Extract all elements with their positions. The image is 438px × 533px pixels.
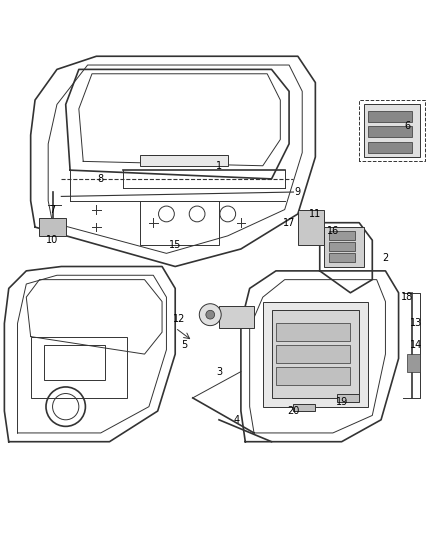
Text: 1: 1 bbox=[216, 161, 222, 171]
Text: 2: 2 bbox=[382, 253, 389, 263]
Bar bbox=[276, 324, 350, 341]
Bar bbox=[298, 209, 324, 245]
Text: 17: 17 bbox=[283, 217, 295, 228]
Text: 10: 10 bbox=[46, 235, 59, 245]
Bar bbox=[324, 227, 364, 266]
Text: 8: 8 bbox=[98, 174, 104, 184]
Text: 11: 11 bbox=[309, 209, 321, 219]
Bar bbox=[368, 142, 412, 152]
Bar bbox=[263, 302, 368, 407]
Text: 19: 19 bbox=[336, 397, 348, 407]
Text: 18: 18 bbox=[401, 292, 413, 302]
Text: 16: 16 bbox=[327, 227, 339, 237]
Bar bbox=[31, 336, 127, 398]
Bar bbox=[39, 219, 66, 236]
Text: 13: 13 bbox=[410, 318, 422, 328]
Text: 4: 4 bbox=[233, 415, 240, 425]
Bar bbox=[276, 367, 350, 385]
Text: 6: 6 bbox=[404, 122, 410, 131]
Bar bbox=[407, 354, 420, 372]
Bar bbox=[328, 243, 355, 251]
Bar bbox=[140, 201, 219, 245]
Bar bbox=[328, 231, 355, 240]
Text: 3: 3 bbox=[216, 367, 222, 377]
Bar bbox=[364, 104, 420, 157]
Text: 14: 14 bbox=[410, 341, 422, 350]
Text: 15: 15 bbox=[169, 240, 181, 249]
Circle shape bbox=[199, 304, 221, 326]
Bar bbox=[293, 405, 315, 411]
Bar bbox=[272, 310, 359, 398]
Bar bbox=[219, 306, 254, 328]
Text: 9: 9 bbox=[295, 187, 301, 197]
Bar bbox=[368, 126, 412, 138]
Bar bbox=[276, 345, 350, 363]
Bar bbox=[328, 253, 355, 262]
Bar bbox=[140, 155, 228, 166]
Circle shape bbox=[206, 310, 215, 319]
Text: 5: 5 bbox=[181, 341, 187, 350]
Text: 12: 12 bbox=[173, 314, 186, 324]
Bar bbox=[368, 111, 412, 122]
Text: 20: 20 bbox=[287, 406, 300, 416]
Bar bbox=[337, 393, 359, 402]
Bar bbox=[44, 345, 105, 381]
Text: 7: 7 bbox=[49, 205, 56, 215]
